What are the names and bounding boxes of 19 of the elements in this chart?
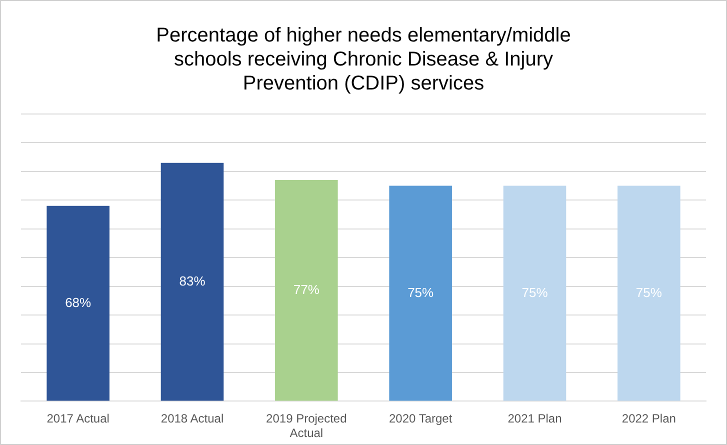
x-tick-label: 2022 Plan (622, 412, 676, 426)
bar (503, 186, 566, 401)
bar (46, 206, 110, 401)
bar (618, 186, 680, 401)
data-label: 75% (522, 284, 548, 300)
data-label: 83% (179, 273, 206, 288)
x-tick-label: 2020 Target (388, 412, 453, 426)
bar (389, 186, 452, 401)
x-tick-label: 2019 Projected Actual (266, 412, 347, 440)
chart-title: Percentage of higher needs elementary/middle schools receiving Chronic Disease & Injury Prevention (CDIP) services (156, 24, 571, 95)
data-label: 75% (408, 284, 434, 300)
x-tick-label: 2017 Actual (46, 412, 110, 426)
data-label: 68% (65, 294, 92, 310)
bar (275, 180, 338, 401)
x-tick-label: 2018 Actual (160, 412, 224, 426)
data-label: 77% (293, 282, 320, 297)
x-tick-label: 2021 Plan (508, 412, 562, 426)
data-label: 75% (636, 284, 662, 300)
bar (160, 162, 224, 401)
